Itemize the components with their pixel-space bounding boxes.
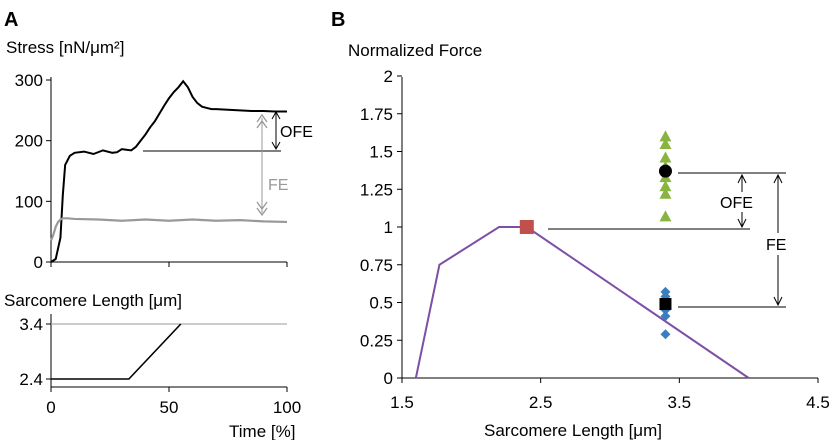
time-x-tick-label: 0 — [46, 398, 55, 417]
sarcomere-length-series — [51, 323, 182, 380]
ofe-arrow-b-heads — [737, 173, 747, 229]
enhanced-force-triangle — [659, 210, 672, 222]
ofe-label-b: OFE — [720, 195, 753, 212]
force-length-plot: 2 1.75 1.5 1.25 1 0.75 0.5 0.25 0 1.5 2.5 3.5 4.5 OF… — [360, 67, 829, 412]
stress-plot: 300 200 100 0 OFE FE — [15, 71, 313, 272]
force-y-tick-label: 1.75 — [360, 105, 393, 124]
stress-y-tick-label: 200 — [15, 132, 43, 151]
force-y-tick-label: 0 — [384, 369, 393, 388]
sarcomere-length-plot: 3.4 2.40 50 100 — [19, 314, 301, 417]
sarcomere-x-tick-label: 4.5 — [806, 393, 829, 412]
stress-y-tick-label: 300 — [15, 71, 43, 90]
reference-force-square — [519, 220, 534, 234]
force-y-tick-label: 2 — [384, 67, 393, 86]
force-length-curve — [414, 226, 750, 379]
enhanced-force-triangle — [659, 180, 672, 192]
time-axis-label: Time [%] — [229, 422, 295, 440]
passive-force-diamond — [660, 329, 671, 340]
length-y-tick-label: 3.4 — [19, 315, 43, 334]
sarcomere-x-tick-label: 3.5 — [668, 393, 692, 412]
panel-a-letter: A — [4, 9, 18, 31]
fe-label-bg — [764, 233, 794, 255]
length-y-tick-label: 2.4 — [19, 370, 43, 389]
stress-y-tick-label: 0 — [34, 253, 43, 272]
time-x-tick-label: 100 — [273, 398, 301, 417]
force-y-tick-label: 1.5 — [369, 143, 393, 162]
sarcomere-x-tick-label: 2.5 — [529, 393, 553, 412]
stress-axis-label: Stress [nN/μm²] — [6, 38, 124, 57]
stress-y-tick-label: 100 — [15, 192, 43, 211]
force-y-tick-label: 0.5 — [369, 294, 393, 313]
enhanced-force-triangle — [659, 151, 672, 163]
enhanced-force-triangle — [659, 130, 672, 142]
passive-force-diamond — [660, 311, 671, 322]
force-y-tick-label: 1 — [384, 218, 393, 237]
fe-label-b: FE — [766, 237, 786, 254]
enhanced-force-triangle — [659, 137, 672, 149]
force-y-tick-label: 0.75 — [360, 256, 393, 275]
force-y-tick-label: 1.25 — [360, 180, 393, 199]
sarcomere-x-tick-label: 1.5 — [390, 393, 414, 412]
time-x-tick-label: 50 — [160, 398, 179, 417]
fe-arrow-heads — [256, 113, 268, 217]
sarcomere-length-x-label: Sarcomere Length [μm] — [484, 421, 662, 440]
ofe-arrow-heads — [271, 110, 281, 151]
normalized-force-label: Normalized Force — [348, 41, 482, 60]
sarcomere-length-axis-label: Sarcomere Length [μm] — [4, 291, 182, 310]
stress-series-gray — [49, 217, 288, 242]
mean-enhanced-force-circle — [658, 164, 672, 178]
fe-arrow-b-heads — [773, 173, 783, 307]
panel-b-letter: B — [331, 9, 345, 31]
ofe-label-bg — [718, 192, 768, 212]
fe-label-a: FE — [268, 177, 288, 194]
force-y-tick-label: 0.25 — [360, 331, 393, 350]
stress-series-black — [50, 79, 287, 263]
enhanced-force-triangle — [659, 187, 672, 199]
mean-passive-force-square — [659, 298, 672, 311]
ofe-label-a: OFE — [280, 124, 313, 141]
